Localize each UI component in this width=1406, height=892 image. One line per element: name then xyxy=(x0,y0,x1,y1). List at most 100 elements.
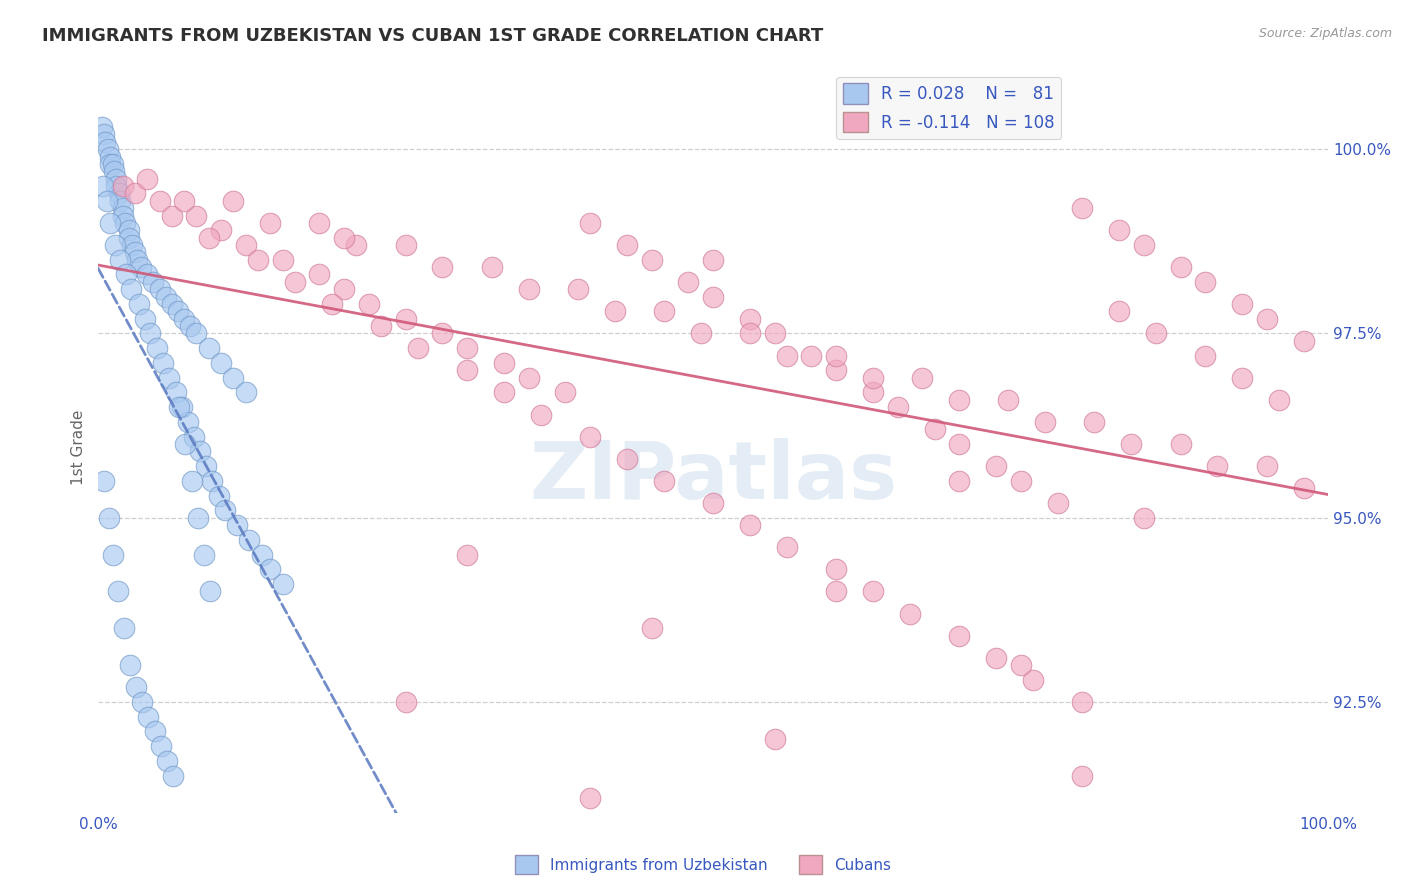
Point xyxy=(1108,223,1130,237)
Point xyxy=(124,245,146,260)
Point xyxy=(129,260,152,274)
Point xyxy=(738,326,761,341)
Point xyxy=(124,186,146,201)
Point xyxy=(259,216,281,230)
Point xyxy=(238,533,260,547)
Point xyxy=(207,489,229,503)
Point xyxy=(222,194,245,208)
Legend: R = 0.028    N =   81, R = -0.114   N = 108: R = 0.028 N = 81, R = -0.114 N = 108 xyxy=(837,77,1062,139)
Point xyxy=(984,650,1007,665)
Point xyxy=(108,186,131,201)
Point xyxy=(1046,496,1069,510)
Point xyxy=(640,252,662,267)
Point xyxy=(167,400,190,414)
Point xyxy=(456,363,478,377)
Point xyxy=(105,179,128,194)
Text: Source: ZipAtlas.com: Source: ZipAtlas.com xyxy=(1258,27,1392,40)
Point xyxy=(128,297,150,311)
Point xyxy=(432,260,454,274)
Point xyxy=(143,724,166,739)
Point xyxy=(201,474,224,488)
Point xyxy=(776,540,799,554)
Point xyxy=(1256,459,1278,474)
Point xyxy=(825,349,848,363)
Point xyxy=(177,415,200,429)
Point xyxy=(333,230,356,244)
Point xyxy=(1194,349,1216,363)
Point xyxy=(1108,304,1130,318)
Point xyxy=(104,238,127,252)
Point xyxy=(640,621,662,635)
Point xyxy=(118,230,141,244)
Point xyxy=(98,157,121,171)
Point xyxy=(118,658,141,673)
Point xyxy=(308,216,330,230)
Point xyxy=(1292,334,1315,348)
Point xyxy=(1206,459,1229,474)
Point xyxy=(333,282,356,296)
Point xyxy=(652,304,675,318)
Point xyxy=(567,282,589,296)
Point xyxy=(131,695,153,709)
Point xyxy=(157,370,180,384)
Point xyxy=(111,179,134,194)
Point xyxy=(1170,260,1192,274)
Point xyxy=(226,518,249,533)
Point xyxy=(98,216,121,230)
Point xyxy=(432,326,454,341)
Point xyxy=(165,385,187,400)
Point xyxy=(948,474,970,488)
Point xyxy=(948,629,970,643)
Point xyxy=(174,437,197,451)
Point xyxy=(98,510,121,524)
Point xyxy=(209,223,232,237)
Point xyxy=(121,238,143,252)
Point xyxy=(271,577,294,591)
Point xyxy=(652,474,675,488)
Point xyxy=(1071,201,1094,215)
Point xyxy=(763,731,786,746)
Point xyxy=(148,194,170,208)
Point xyxy=(1071,769,1094,783)
Point xyxy=(138,326,160,341)
Point xyxy=(222,370,245,384)
Text: ZIPatlas: ZIPatlas xyxy=(529,438,897,516)
Point xyxy=(136,268,159,282)
Point xyxy=(862,584,884,599)
Point xyxy=(825,363,848,377)
Point xyxy=(173,311,195,326)
Point xyxy=(94,135,117,149)
Point xyxy=(406,341,429,355)
Point xyxy=(120,282,142,296)
Point xyxy=(111,201,134,215)
Point xyxy=(246,252,269,267)
Point xyxy=(127,252,149,267)
Point xyxy=(97,142,120,156)
Point xyxy=(186,326,208,341)
Point xyxy=(271,252,294,267)
Point xyxy=(90,120,112,134)
Point xyxy=(616,451,638,466)
Point xyxy=(492,356,515,370)
Point xyxy=(1230,297,1253,311)
Point xyxy=(579,790,602,805)
Point xyxy=(702,496,724,510)
Point xyxy=(149,739,172,754)
Point xyxy=(160,297,183,311)
Point xyxy=(173,194,195,208)
Point xyxy=(825,584,848,599)
Point xyxy=(125,680,148,694)
Point xyxy=(579,216,602,230)
Point xyxy=(862,370,884,384)
Point xyxy=(825,562,848,576)
Point xyxy=(180,474,202,488)
Point xyxy=(898,607,921,621)
Point xyxy=(357,297,380,311)
Point xyxy=(689,326,711,341)
Point xyxy=(96,194,118,208)
Point xyxy=(156,754,179,768)
Point xyxy=(1010,474,1032,488)
Point xyxy=(108,252,131,267)
Point xyxy=(170,400,193,414)
Point xyxy=(187,510,209,524)
